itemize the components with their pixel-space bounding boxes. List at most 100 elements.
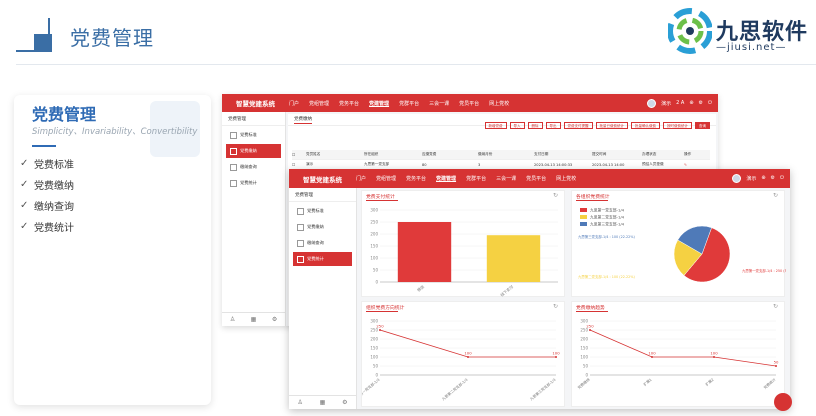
sidebar-item[interactable]: 党费缴纳 — [293, 220, 352, 234]
checkbox[interactable]: ☐ — [292, 152, 296, 157]
data-label: 100 — [648, 351, 656, 356]
column-header[interactable]: 应缴党费 — [422, 152, 437, 156]
clipboard-icon — [150, 101, 200, 157]
data-point — [589, 329, 591, 331]
data-point — [379, 329, 381, 331]
sidebar-item[interactable]: 党费标准 — [293, 204, 352, 218]
nav-item[interactable]: 党组管理 — [309, 100, 330, 107]
toolbar-button[interactable]: 按时缴费统计 — [663, 122, 692, 129]
check-icon: ✓ — [20, 179, 29, 190]
toolbar-button[interactable]: 删除 — [527, 122, 543, 129]
grid-icon[interactable]: ▦ — [319, 399, 326, 406]
power-icon[interactable]: ⏻ — [780, 175, 784, 181]
refresh-icon[interactable]: ↻ — [772, 303, 778, 310]
data-point — [775, 365, 777, 367]
sidebar-item[interactable]: 党费统计 — [226, 176, 281, 190]
legend-swatch — [580, 215, 587, 219]
user-icon[interactable]: ♙ — [297, 399, 303, 406]
checkbox[interactable]: ☐ — [292, 162, 296, 167]
nav-item[interactable]: 党群平台 — [466, 176, 487, 182]
nav-item[interactable]: 党员平台 — [459, 100, 480, 107]
sidebar-item[interactable]: 党费标准 — [226, 128, 281, 142]
x-tick-label: 九思第三党支部-1/4 — [529, 376, 557, 401]
nav-item[interactable]: 三会一课 — [496, 176, 517, 182]
gear-icon[interactable]: ⚙ — [342, 399, 348, 406]
data-label: 50 — [774, 360, 779, 365]
avatar[interactable] — [732, 173, 742, 183]
card-title: 党费管理 — [32, 105, 97, 124]
panel-payment-stats: 党费支付统计 ↻ 0 50 100 150 200 250 300 微信 线下支付 — [361, 190, 565, 298]
column-header[interactable]: 提交时间 — [592, 152, 607, 156]
y-tick-label: 100 — [370, 256, 378, 261]
x-tick-label: 九思第二党支部-1/4 — [441, 376, 469, 401]
refresh-icon[interactable]: ↻ — [552, 192, 558, 199]
card-subtitle: Simplicity、Invariability、Convertibility — [32, 127, 198, 137]
gear-icon[interactable]: ⚙ — [271, 316, 278, 323]
column-header[interactable]: 党员姓名 — [306, 152, 321, 156]
toolbar-button[interactable]: 导出 — [545, 122, 561, 129]
grid-icon[interactable]: ▦ — [250, 316, 257, 323]
legend-swatch — [580, 208, 587, 212]
edit-icon[interactable]: ✎ — [684, 162, 688, 167]
column-header[interactable]: 所在组织 — [364, 152, 379, 156]
nav-item-active[interactable]: 党建管理 — [369, 100, 390, 107]
nav-item[interactable]: 门户 — [356, 176, 367, 182]
bar — [397, 222, 452, 282]
settings-icon[interactable]: ⚙ — [770, 175, 776, 181]
toolbar-button[interactable]: 党费支付提醒 — [563, 122, 593, 129]
user-name[interactable]: 演示 — [746, 175, 757, 182]
refresh-icon[interactable]: ↻ — [552, 303, 558, 310]
column-header[interactable]: 缴纳月份 — [478, 152, 493, 156]
nav-item[interactable]: 党员平台 — [526, 176, 547, 182]
nav-item[interactable]: 党组管理 — [376, 176, 397, 182]
legend-swatch — [580, 222, 587, 226]
app-topbar: 智慧党建系统 门户 党组管理 党务平台 党建管理 党群平台 三会一课 党员平台 … — [222, 94, 718, 112]
sidebar-footer: ♙ ▦ ⚙ — [222, 312, 285, 326]
toolbar-button[interactable]: 批量已缴费统计 — [595, 122, 628, 129]
screenshot-statistics: 智慧党建系统 门户 党组管理 党务平台 党建管理 党群平台 三会一课 党员平台 … — [289, 169, 790, 409]
tab-payment[interactable]: 党费缴纳 — [288, 114, 716, 126]
sidebar-item-active[interactable]: 党费缴纳 — [226, 144, 281, 158]
refresh-icon[interactable]: ↻ — [772, 192, 778, 199]
avatar[interactable] — [647, 98, 657, 108]
toolbar-button[interactable]: 批量确认缴费 — [631, 122, 660, 129]
table-header: ☐ 党员姓名 所在组织 应缴党费 缴纳月份 支付日期 提交时间 办理状态 操作 — [292, 150, 710, 160]
sidebar-item-active[interactable]: 党费统计 — [293, 252, 352, 266]
nav-item[interactable]: 三会一课 — [429, 100, 450, 107]
nav-item[interactable]: 党群平台 — [399, 100, 420, 107]
panel-org-stats: 各组织党费统计 ↻ 九思第一党支部-1/4 九思第二党支部-1/4 九思第三党支部-… — [571, 190, 786, 297]
data-point — [651, 356, 653, 358]
nav-item[interactable]: 党务平台 — [339, 100, 360, 107]
sidebar-item[interactable]: 缴纳查询 — [226, 160, 281, 174]
add-icon[interactable]: ⊕ — [761, 175, 766, 181]
slice-label: 九思第二党支部-1/4 : 100 (22.22%) — [578, 274, 636, 279]
floating-action-button[interactable] — [774, 393, 792, 411]
nav-item-active[interactable]: 党建管理 — [436, 176, 457, 182]
notify-count[interactable]: 2 A — [676, 100, 685, 106]
nav-item[interactable]: 网上党校 — [556, 176, 577, 182]
header-divider — [16, 64, 816, 65]
toolbar-button[interactable]: 新增党费 — [484, 122, 507, 129]
brand-logo: 九思软件 —jiusi.net— — [667, 6, 808, 62]
brand-swirl-icon — [667, 8, 713, 54]
power-icon[interactable]: ⏻ — [708, 100, 712, 106]
column-header[interactable]: 办理状态 — [642, 152, 657, 156]
search-button[interactable]: 查询 — [695, 122, 710, 129]
toolbar-button[interactable]: 导入 — [509, 122, 525, 129]
check-icon: ✓ — [20, 158, 29, 169]
data-label: 100 — [552, 351, 560, 356]
nav-item[interactable]: 网上党校 — [489, 100, 510, 107]
user-name[interactable]: 演示 — [661, 100, 672, 107]
sidebar-header: 党费管理 — [289, 188, 356, 202]
x-tick-label: 微信 — [416, 284, 425, 293]
nav-item[interactable]: 党务平台 — [406, 176, 427, 182]
column-header[interactable]: 操作 — [684, 152, 692, 156]
add-icon[interactable]: ⊕ — [689, 100, 694, 106]
x-tick-label: 党费缴纳 — [576, 377, 591, 390]
nav-item[interactable]: 门户 — [289, 100, 300, 107]
settings-icon[interactable]: ⚙ — [698, 100, 704, 106]
sidebar-item[interactable]: 缴纳查询 — [293, 236, 352, 250]
column-header[interactable]: 支付日期 — [534, 152, 549, 156]
y-tick-label: 50 — [373, 268, 379, 273]
user-icon[interactable]: ♙ — [229, 316, 236, 323]
